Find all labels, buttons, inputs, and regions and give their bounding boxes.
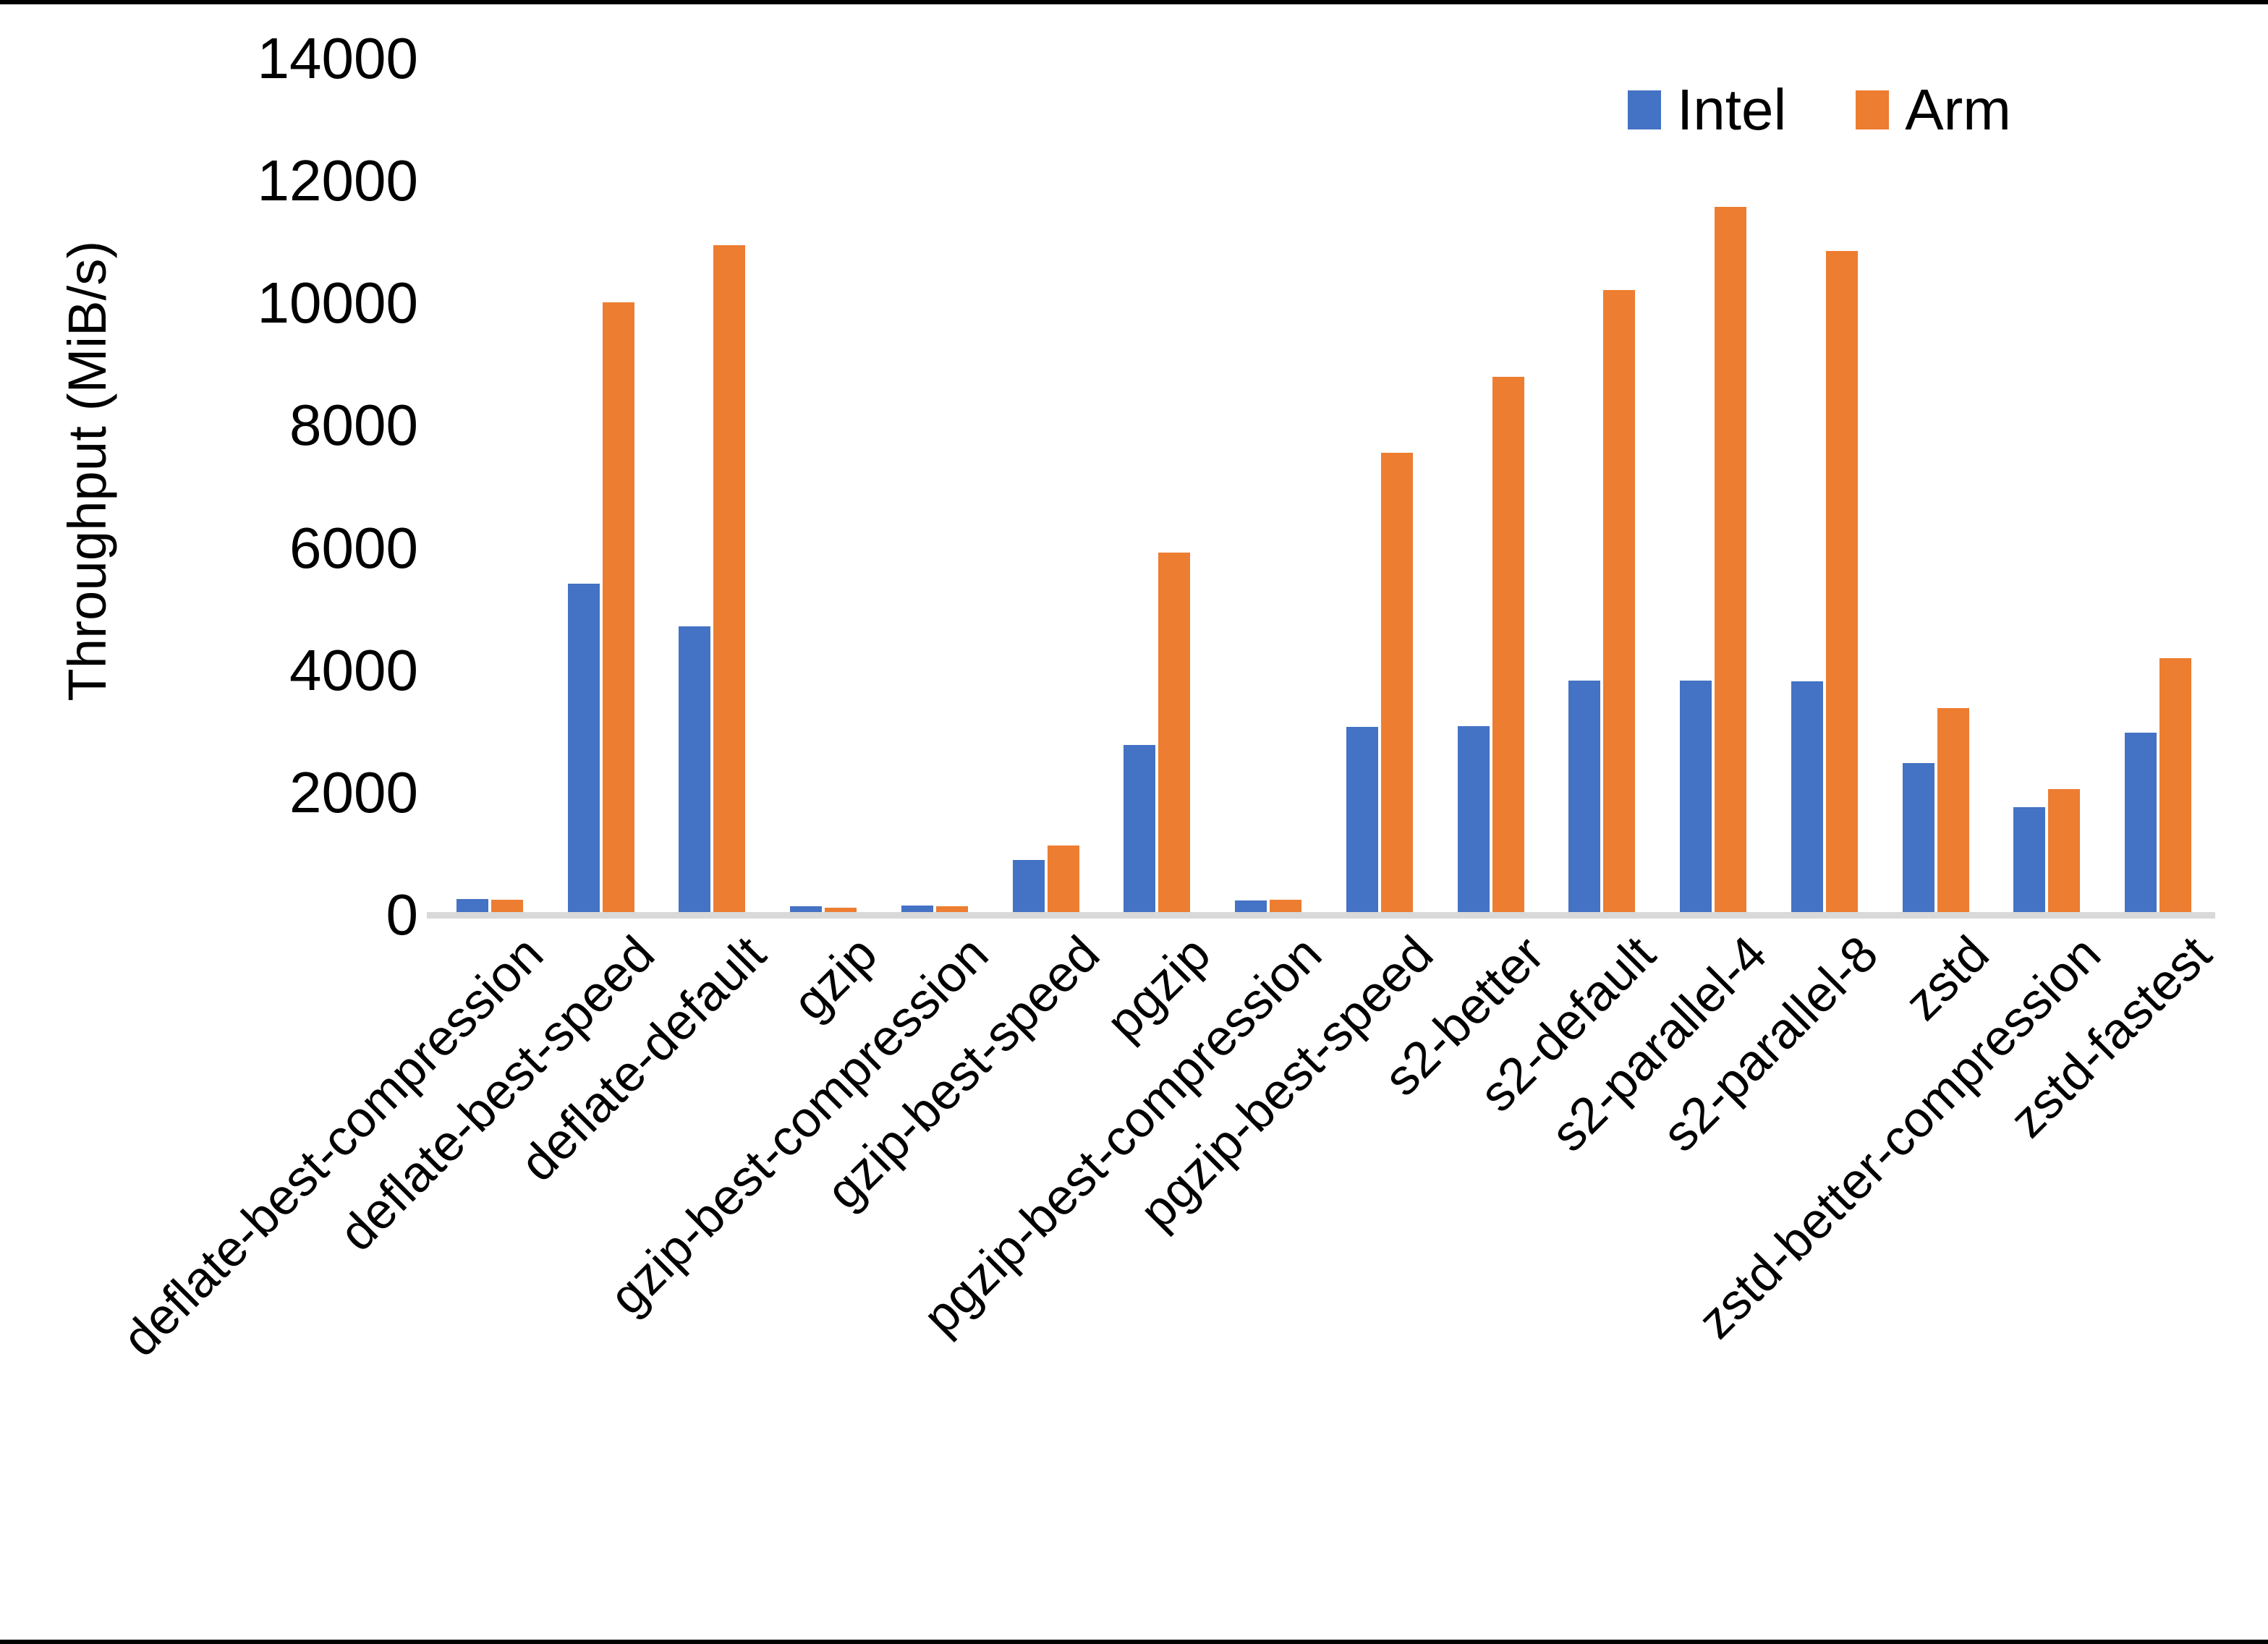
legend-item-arm[interactable]: Arm [1856, 77, 2011, 143]
bar-group [1324, 59, 1435, 915]
y-tick-label: 6000 [289, 515, 418, 580]
legend-label-intel: Intel [1677, 77, 1787, 142]
bar-arm-zstd[interactable] [1937, 708, 1969, 915]
legend-swatch-icon-arm [1856, 90, 1890, 129]
y-tick-label: 14000 [257, 26, 418, 90]
x-axis-baseline [427, 912, 2215, 919]
bar-arm-s2-parallel-4[interactable] [1715, 206, 1747, 915]
bar-group [1212, 59, 1324, 915]
y-tick-label: 2000 [289, 759, 418, 825]
plot-area: 14000 12000 10000 8000 6000 4000 2000 0 [258, 26, 2215, 947]
bar-group [879, 59, 990, 915]
legend-swatch-icon-intel [1628, 90, 1661, 129]
legend-label-arm: Arm [1905, 77, 2011, 142]
legend-item-intel[interactable]: Intel [1628, 77, 1786, 143]
bar-group [545, 59, 657, 915]
bar-arm-deflate-best-speed[interactable] [602, 302, 634, 915]
bar-group [1880, 59, 1992, 915]
bar-arm-s2-default[interactable] [1603, 289, 1636, 915]
bar-arm-pgzip-best-compression[interactable] [1270, 899, 1302, 915]
bar-group [768, 59, 879, 915]
bar-group [1547, 59, 1658, 915]
bar-arm-deflate-default[interactable] [713, 244, 746, 915]
bar-arm-pgzip[interactable] [1158, 552, 1191, 915]
y-tick-label: 10000 [257, 271, 418, 336]
bar-groups [434, 59, 2214, 915]
bar-arm-gzip-best-compression[interactable] [935, 906, 968, 915]
bar-intel-s2-parallel-8[interactable] [1791, 681, 1823, 915]
bar-arm-zstd-better-compression[interactable] [2048, 788, 2081, 915]
bar-arm-gzip[interactable] [825, 907, 857, 915]
bar-group [1657, 59, 1769, 915]
x-tick-label: deflate-best-compression [111, 925, 554, 1368]
bar-group [1102, 59, 1213, 915]
bar-intel-zstd-fastest[interactable] [2125, 732, 2157, 915]
bar-intel-pgzip-best-compression[interactable] [1235, 900, 1267, 915]
bar-arm-deflate-best-compression[interactable] [490, 899, 523, 915]
bar-group [1992, 59, 2103, 915]
y-tick-label: 12000 [257, 148, 418, 213]
bar-intel-pgzip[interactable] [1124, 744, 1156, 915]
bar-intel-s2-default[interactable] [1568, 681, 1601, 915]
bar-arm-s2-parallel-8[interactable] [1825, 250, 1858, 915]
bar-intel-s2-better[interactable] [1457, 725, 1490, 915]
y-tick-label: 4000 [289, 637, 418, 702]
bar-arm-s2-better[interactable] [1492, 376, 1524, 915]
bar-group [990, 59, 1102, 915]
bar-group [2102, 59, 2214, 915]
bar-intel-s2-parallel-4[interactable] [1680, 681, 1712, 915]
y-tick-label: 8000 [289, 393, 418, 458]
x-axis-tick-labels: deflate-best-compression deflate-best-spe… [111, 917, 2222, 1640]
bar-group [1435, 59, 1547, 915]
bar-arm-gzip-best-speed[interactable] [1047, 846, 1079, 915]
bar-intel-pgzip-best-speed[interactable] [1346, 726, 1378, 915]
bar-intel-zstd-better-compression[interactable] [2013, 807, 2046, 915]
y-axis-title: Throughput (MiB/s) [56, 240, 117, 702]
bar-intel-deflate-best-speed[interactable] [567, 583, 600, 915]
bar-intel-zstd[interactable] [1902, 763, 1934, 915]
bar-arm-pgzip-best-speed[interactable] [1380, 452, 1413, 915]
chart-legend: Intel Arm [1628, 77, 2011, 143]
bar-intel-gzip-best-speed[interactable] [1012, 859, 1045, 915]
bar-group [1769, 59, 1880, 915]
bar-group [434, 59, 545, 915]
bar-group [657, 59, 768, 915]
y-tick-label: 0 [386, 882, 419, 947]
bar-intel-deflate-best-compression[interactable] [456, 899, 488, 915]
bar-arm-zstd-fastest[interactable] [2159, 657, 2192, 915]
bar-intel-deflate-default[interactable] [679, 626, 711, 915]
bar-intel-gzip[interactable] [790, 906, 823, 915]
